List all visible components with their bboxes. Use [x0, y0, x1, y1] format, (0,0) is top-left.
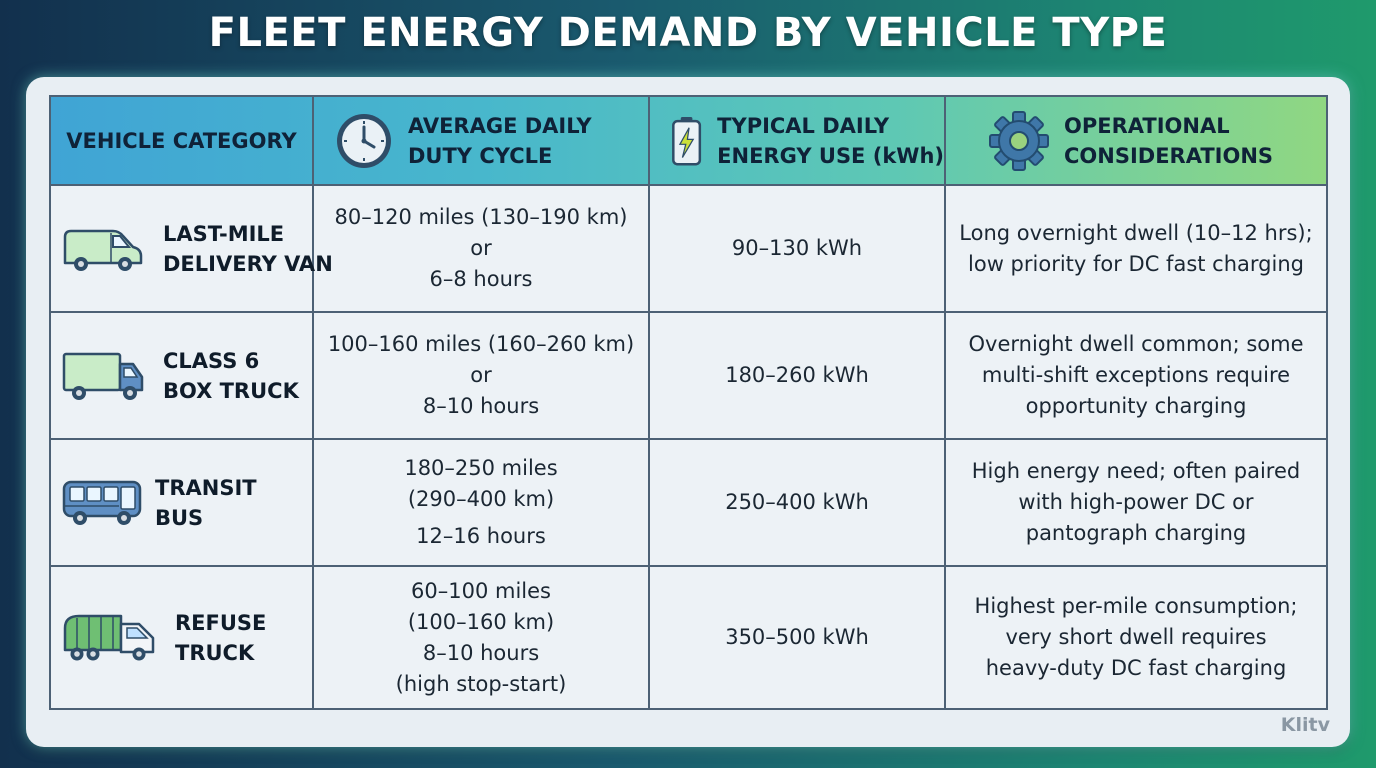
box-truck-icon: [62, 352, 144, 400]
table-row: TRANSIT BUS 180–250 miles (290–400 km) 1…: [49, 438, 1328, 567]
refuse-truck-icon: [63, 614, 155, 660]
energy-table: VEHICLE CATEGORY: [49, 95, 1328, 710]
header-label: VEHICLE CATEGORY: [66, 128, 297, 153]
vehicle-category-cell: CLASS 6 BOX TRUCK: [49, 311, 314, 440]
notes-line: opportunity charging: [1025, 394, 1247, 418]
considerations-cell: High energy need; often paired with high…: [944, 438, 1328, 567]
energy-value: 180–260 kWh: [725, 363, 869, 387]
category-name-line: CLASS 6: [163, 348, 260, 373]
van-icon: [63, 229, 143, 271]
vehicle-category-cell: LAST-MILE DELIVERY VAN: [49, 184, 333, 313]
header-label-line: ENERGY USE (kWh): [717, 143, 944, 168]
notes-line: very short dwell requires: [1005, 625, 1267, 649]
table-row: CLASS 6 BOX TRUCK 100–160 miles (160–260…: [49, 311, 1328, 440]
duty-line: 6–8 hours: [429, 267, 533, 291]
category-name-line: REFUSE: [175, 610, 267, 635]
header-label-line: OPERATIONAL: [1064, 113, 1230, 138]
duty-line: 60–100 miles: [411, 578, 551, 603]
energy-use-cell: 180–260 kWh: [648, 311, 946, 440]
duty-line: or: [470, 236, 492, 260]
header-operational-considerations: OPERATIONAL CONSIDERATIONS: [944, 95, 1328, 186]
notes-line: low priority for DC fast charging: [968, 251, 1304, 276]
duty-cycle-cell: 80–120 miles (130–190 km) or 6–8 hours: [312, 184, 650, 313]
considerations-cell: Long overnight dwell (10–12 hrs); low pr…: [944, 184, 1328, 313]
gear-icon: [989, 110, 1049, 171]
category-name-line: BOX TRUCK: [163, 378, 299, 403]
duty-line: 8–10 hours: [422, 640, 540, 665]
notes-line: Highest per-mile consumption;: [974, 594, 1298, 618]
notes-line: heavy-duty DC fast charging: [985, 656, 1287, 680]
vehicle-category-cell: TRANSIT BUS: [49, 438, 314, 567]
energy-value: 250–400 kWh: [725, 490, 869, 514]
energy-use-cell: 350–500 kWh: [648, 565, 946, 710]
header-duty-cycle: AVERAGE DAILY DUTY CYCLE: [312, 95, 650, 186]
duty-line: 80–120 miles (130–190 km): [334, 205, 628, 229]
header-label-line: TYPICAL DAILY: [717, 113, 890, 138]
duty-line: 100–160 miles (160–260 km): [327, 332, 635, 356]
header-vehicle-category: VEHICLE CATEGORY: [49, 95, 314, 186]
duty-line: (high stop-start): [395, 671, 567, 696]
duty-line: (100–160 km): [407, 609, 555, 634]
category-name-line: BUS: [155, 505, 204, 530]
duty-line: 12–16 hours: [416, 524, 546, 548]
watermark: Klitv: [1280, 714, 1330, 736]
notes-line: High energy need; often paired: [971, 459, 1301, 483]
clock-icon: [337, 113, 391, 168]
header-label-line: CONSIDERATIONS: [1064, 143, 1274, 168]
duty-line: 180–250 miles: [404, 456, 558, 480]
category-name-line: DELIVERY VAN: [163, 251, 333, 276]
battery-icon: [672, 116, 702, 165]
duty-cycle-cell: 180–250 miles (290–400 km) 12–16 hours: [312, 438, 650, 567]
energy-use-cell: 90–130 kWh: [648, 184, 946, 313]
vehicle-category-cell: REFUSE TRUCK: [49, 565, 314, 710]
header-energy-use: TYPICAL DAILY ENERGY USE (kWh): [648, 95, 946, 186]
considerations-cell: Overnight dwell common; some multi-shift…: [944, 311, 1328, 440]
category-name-line: TRUCK: [175, 640, 255, 665]
category-name-line: LAST-MILE: [163, 221, 285, 246]
table-row: REFUSE TRUCK 60–100 miles (100–160 km) 8…: [49, 565, 1328, 710]
table-row: LAST-MILE DELIVERY VAN 80–120 miles (130…: [49, 184, 1328, 313]
header-label-line: AVERAGE DAILY: [408, 113, 592, 138]
energy-use-cell: 250–400 kWh: [648, 438, 946, 567]
energy-value: 350–500 kWh: [725, 625, 869, 649]
considerations-cell: Highest per-mile consumption; very short…: [944, 565, 1328, 710]
category-name-line: TRANSIT: [155, 475, 257, 500]
header-label-line: DUTY CYCLE: [408, 143, 553, 168]
page-title: FLEET ENERGY DEMAND BY VEHICLE TYPE: [208, 10, 1168, 56]
bus-icon: [62, 480, 142, 525]
energy-value: 90–130 kWh: [731, 236, 863, 260]
notes-line: with high-power DC or: [1018, 490, 1254, 514]
notes-line: multi-shift exceptions require: [981, 363, 1291, 387]
duty-line: 8–10 hours: [422, 394, 540, 418]
duty-line: (290–400 km): [407, 487, 555, 511]
duty-line: or: [470, 363, 492, 387]
notes-line: pantograph charging: [1025, 521, 1247, 545]
notes-line: Long overnight dwell (10–12 hrs);: [959, 220, 1313, 245]
header-row: VEHICLE CATEGORY: [49, 95, 1328, 186]
notes-line: Overnight dwell common; some: [968, 332, 1304, 356]
duty-cycle-cell: 60–100 miles (100–160 km) 8–10 hours (hi…: [312, 565, 650, 710]
duty-cycle-cell: 100–160 miles (160–260 km) or 8–10 hours: [312, 311, 650, 440]
